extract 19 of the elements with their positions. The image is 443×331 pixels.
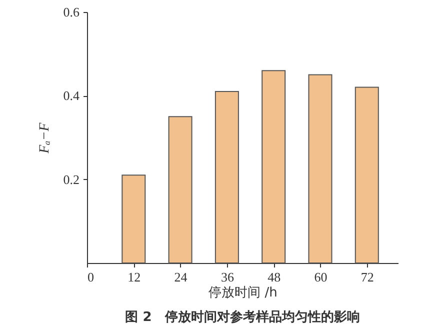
x-tick-label: 24 <box>174 270 188 284</box>
x-tick-label: 36 <box>220 270 234 284</box>
bar <box>262 70 286 264</box>
x-tick-label: 60 <box>314 270 328 284</box>
x-tick-label: 0 <box>88 270 94 284</box>
bar <box>122 174 146 264</box>
y-tick-label: 0.6 <box>63 4 80 20</box>
bar <box>354 86 379 264</box>
bar <box>308 74 332 264</box>
x-tick-label: 12 <box>128 270 141 284</box>
y-tick-label: 0.4 <box>63 88 80 104</box>
x-tick-label: 48 <box>268 270 281 284</box>
x-axis-title: 停放时间 /h <box>208 286 278 300</box>
text: 图 2 停放时间对参考样品均匀性的影响 <box>125 309 360 325</box>
y-axis-title: Fₐ−F <box>37 122 52 154</box>
y-tick-label: 0.2 <box>63 172 80 187</box>
x-tick-label: 72 <box>360 270 374 284</box>
bar <box>168 116 192 264</box>
bar <box>214 90 239 264</box>
